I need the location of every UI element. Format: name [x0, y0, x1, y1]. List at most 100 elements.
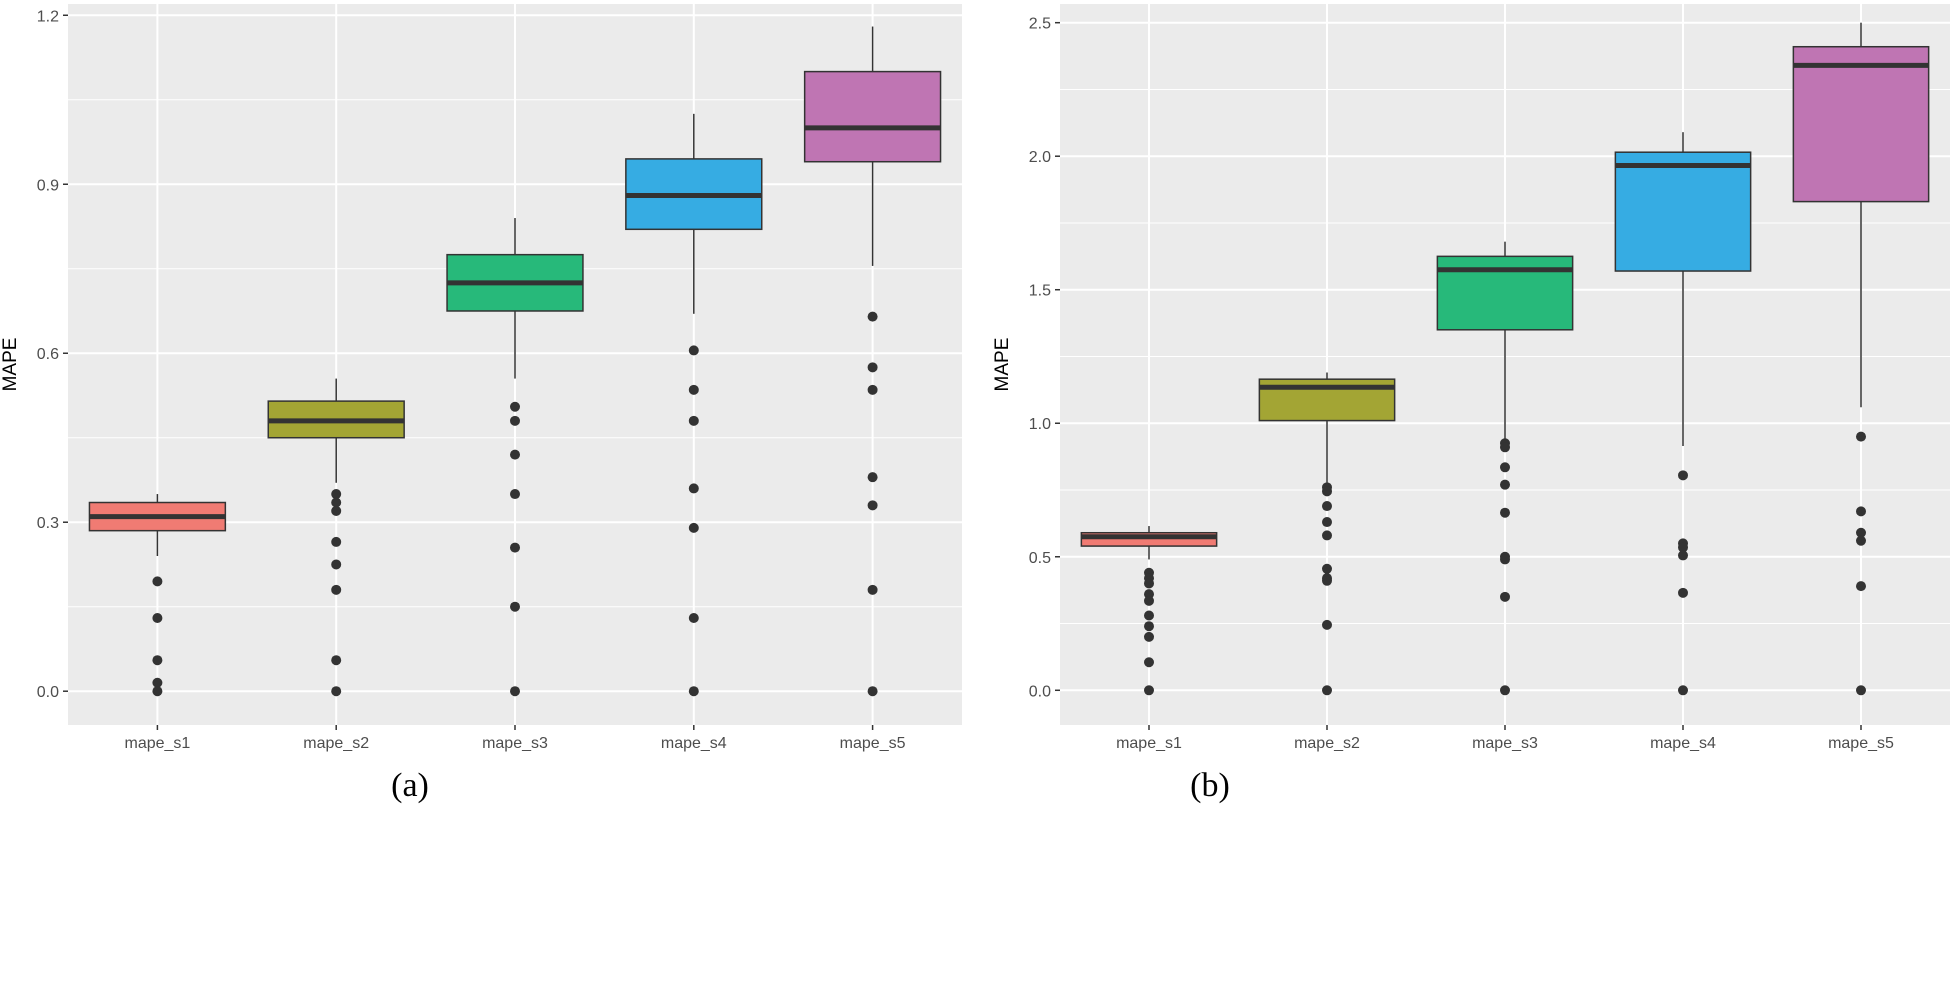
outlier-point: [1856, 581, 1866, 592]
y-tick-label: 0.6: [37, 346, 59, 363]
box-mape_s4: [1614, 132, 1752, 696]
outlier-point: [688, 483, 699, 494]
panel-b: 0.0 0.5 1.0 1.5 2.0 2.5 mape_s1 mape_s2 mape_s3 m…: [992, 4, 1950, 804]
outlier-point: [331, 497, 342, 508]
x-tick-label: mape_s2: [303, 735, 369, 752]
box-mape_s2: [267, 378, 405, 697]
outlier-point: [1678, 587, 1688, 598]
outlier-point: [331, 505, 342, 516]
x-tick-label: mape_s5: [1828, 735, 1894, 752]
outlier-point: [1144, 578, 1154, 589]
y-tick-label: 2.5: [1029, 16, 1051, 33]
outlier-point: [867, 311, 878, 322]
x-tick-label: mape_s4: [661, 735, 727, 752]
outlier-point: [510, 601, 520, 612]
outlier-point: [1144, 610, 1154, 621]
outlier-point: [1322, 619, 1332, 630]
outlier-point: [1144, 595, 1154, 606]
outlier-point: [1856, 431, 1866, 442]
y-tick-label: 1.0: [1029, 416, 1051, 433]
outlier-point: [1322, 486, 1332, 497]
y-tick-label: 0.3: [37, 515, 59, 532]
outlier-point: [1144, 621, 1154, 632]
box-mape_s3: [446, 218, 584, 697]
outlier-point: [1144, 631, 1154, 642]
outlier-point: [152, 686, 163, 697]
outlier-point: [1678, 550, 1688, 561]
y-tick-label: 1.5: [1029, 283, 1051, 300]
outlier-point: [331, 536, 342, 547]
outlier-point: [331, 584, 342, 595]
x-tick-label: mape_s1: [124, 735, 190, 752]
outlier-point: [688, 384, 699, 395]
outlier-point: [1500, 591, 1510, 602]
outlier-point: [1322, 563, 1332, 574]
box-mape_s5: [803, 26, 942, 697]
outlier-point: [1856, 535, 1866, 546]
box-mape_s1: [1080, 526, 1218, 696]
x-tick-label: mape_s3: [482, 735, 548, 752]
outlier-point: [1322, 575, 1332, 586]
x-tick-label: mape_s3: [1472, 735, 1538, 752]
box-body: [1792, 45, 1930, 203]
outlier-point: [152, 655, 163, 666]
outlier-point: [152, 677, 163, 688]
outlier-point: [1500, 462, 1510, 473]
outlier-point: [1144, 685, 1154, 696]
y-tick-label: 0.5: [1029, 550, 1051, 567]
outlier-point: [1856, 527, 1866, 538]
outlier-point: [510, 489, 520, 500]
outlier-point: [331, 655, 342, 666]
outlier-point: [688, 686, 699, 697]
outlier-point: [510, 401, 520, 412]
outlier-point: [688, 345, 699, 356]
outlier-point: [331, 686, 342, 697]
outlier-point: [1322, 530, 1332, 541]
outlier-point: [867, 500, 878, 511]
outlier-point: [1500, 479, 1510, 490]
outlier-point: [1500, 507, 1510, 518]
outlier-point: [1678, 470, 1688, 481]
y-tick-label: 1.2: [37, 8, 59, 25]
x-tick-label: mape_s4: [1650, 735, 1716, 752]
y-tick-label: 0.0: [37, 684, 59, 701]
outlier-point: [510, 686, 520, 697]
box-mape_s2: [1258, 372, 1396, 696]
y-axis-title: MAPE: [992, 338, 1013, 392]
y-axis-title: MAPE: [0, 338, 21, 392]
outlier-point: [1322, 501, 1332, 512]
outlier-point: [1322, 517, 1332, 528]
outlier-point: [1678, 685, 1688, 696]
outlier-point: [1856, 685, 1866, 696]
outlier-point: [510, 542, 520, 553]
panel-caption: (b): [1190, 767, 1230, 804]
outlier-point: [1500, 554, 1510, 565]
box-mape_s5: [1792, 22, 1930, 696]
panel-caption: (a): [391, 767, 429, 804]
x-tick-label: mape_s5: [840, 735, 906, 752]
outlier-point: [867, 584, 878, 595]
outlier-point: [1144, 657, 1154, 668]
outlier-point: [152, 612, 163, 623]
outlier-point: [867, 384, 878, 395]
outlier-point: [331, 559, 342, 570]
y-tick-label: 2.0: [1029, 149, 1051, 166]
outlier-point: [1500, 442, 1510, 453]
box-mape_s3: [1436, 241, 1574, 696]
outlier-point: [510, 415, 520, 426]
box-body: [803, 70, 942, 163]
outlier-point: [688, 415, 699, 426]
box-mape_s4: [625, 113, 763, 697]
y-tick-label: 0.9: [37, 177, 59, 194]
x-tick-label: mape_s1: [1116, 735, 1182, 752]
x-tick-label: mape_s2: [1294, 735, 1360, 752]
box-body: [1614, 151, 1752, 272]
outlier-point: [688, 612, 699, 623]
outlier-point: [1500, 685, 1510, 696]
panel-a: 0.0 0.3 0.6 0.9 1.2 mape_s1 mape_s2 mape_s3 mape…: [0, 4, 962, 804]
box-mape_s1: [88, 494, 227, 697]
outlier-point: [331, 489, 342, 500]
outlier-point: [1322, 685, 1332, 696]
outlier-point: [867, 686, 878, 697]
